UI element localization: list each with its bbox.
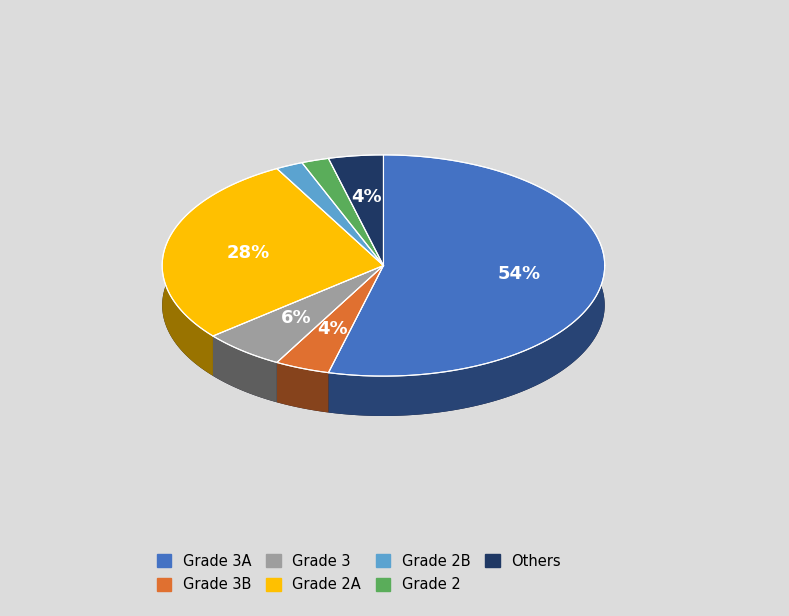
Polygon shape [328,155,604,416]
Polygon shape [302,158,383,265]
Text: 6%: 6% [281,309,312,327]
Polygon shape [163,169,383,336]
Legend: Grade 3A, Grade 3B, Grade 3, Grade 2A, Grade 2B, Grade 2, Others: Grade 3A, Grade 3B, Grade 3, Grade 2A, G… [157,554,561,592]
Polygon shape [277,163,383,265]
Polygon shape [277,362,328,413]
Polygon shape [328,155,383,265]
Text: 28%: 28% [227,244,271,262]
Polygon shape [328,155,383,198]
Polygon shape [277,163,302,208]
Text: 4%: 4% [351,188,382,206]
Polygon shape [213,336,277,402]
Polygon shape [302,158,328,203]
Text: 54%: 54% [498,265,541,283]
Polygon shape [213,265,383,362]
Text: 4%: 4% [318,320,348,338]
Polygon shape [163,195,604,416]
Polygon shape [328,155,604,376]
Polygon shape [163,169,277,376]
Polygon shape [277,265,383,373]
